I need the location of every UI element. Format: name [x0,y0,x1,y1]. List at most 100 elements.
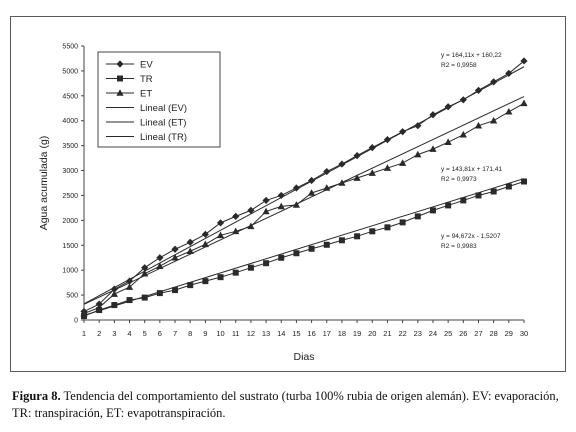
data-point-ev [383,136,392,144]
x-tick-label: 4 [127,329,131,338]
x-tick-label: 1 [82,329,86,338]
data-point-ev [490,78,498,86]
legend-marker [116,89,124,96]
x-tick-label: 20 [368,329,376,338]
data-point-et [125,283,134,290]
data-point-tr [308,245,315,252]
legend-label: Lineal (TR) [140,132,187,143]
x-axis-title: Dias [293,351,314,363]
data-point-ev [171,245,179,253]
x-tick-label: 11 [232,329,240,338]
trendline-equation: y = 164,11x + 160,22 [441,52,502,59]
y-tick-label: 500 [66,293,78,300]
data-point-ev [399,128,407,136]
data-point-tr [278,254,285,261]
data-point-tr [111,302,118,309]
data-point-ev [110,285,118,293]
data-point-et [277,202,285,210]
x-tick-label: 7 [173,329,177,338]
trendline-r2: R2 = 0,9973 [441,176,477,183]
data-point-tr [505,183,512,190]
data-point-et [216,231,225,239]
x-tick-label: 9 [203,329,207,338]
data-point-ev [232,212,240,220]
data-point-ev [125,277,134,285]
data-point-tr [460,197,467,204]
y-tick-label: 2500 [62,193,78,200]
data-point-tr [369,228,376,235]
trendline-equation: y = 94,672x - 1,5207 [441,233,501,240]
data-point-ev [368,144,376,152]
data-point-tr [263,260,270,267]
x-tick-label: 13 [262,329,270,338]
y-axis-title: Agua acumulada (g) [38,136,50,231]
data-point-et [490,116,498,124]
data-point-tr [414,213,421,220]
x-tick-label: 25 [444,329,452,338]
data-point-tr [172,287,179,294]
data-point-tr [475,192,482,199]
x-tick-label: 15 [292,329,300,338]
x-tick-label: 10 [216,329,224,338]
data-point-et [383,164,392,171]
data-point-tr [126,297,133,304]
data-point-et [444,138,452,145]
x-tick-label: 6 [158,329,162,338]
y-tick-label: 3000 [62,168,78,175]
data-point-tr [429,207,436,214]
data-point-et [80,309,88,317]
x-tick-label: 14 [277,329,285,338]
y-tick-label: 1500 [62,243,78,250]
line-chart: 0 500 1000 1500 2000 2500 3000 3500 4000 4500 5000… [38,44,528,364]
data-point-ev [186,238,194,246]
caption-text: Tendencia del comportamiento del sustrat… [12,389,559,420]
data-point-et [292,201,301,208]
x-tick-label: 27 [474,329,482,338]
x-tick-label: 21 [383,329,391,338]
series-line-ev [83,60,525,312]
data-point-et [95,303,103,311]
data-point-ev [141,264,149,272]
data-point-et [232,227,240,235]
x-tick-label: 23 [414,329,422,338]
data-point-et [171,253,179,261]
y-tick-label: 0 [74,318,78,325]
data-point-et [505,107,513,115]
data-point-et [110,290,118,297]
legend-label: ET [140,89,152,100]
data-point-et [141,269,149,277]
figure-frame: 0 500 1000 1500 2000 2500 3000 3500 4000 4500 5000… [10,16,566,372]
data-point-tr [293,250,300,257]
trendline-r2: R2 = 0,9958 [441,62,477,69]
x-tick-label: 12 [247,329,255,338]
figure-caption: Figura 8. Tendencia del comportamiento d… [12,388,568,422]
x-tick-label: 30 [520,329,528,338]
data-point-et [414,150,422,158]
data-point-tr [399,219,406,226]
data-point-tr [354,233,361,240]
data-point-ev [444,103,452,111]
trendline-r2: R2 = 0,9983 [441,243,477,250]
data-point-ev [353,152,361,160]
legend-label: TR [140,74,153,85]
trendline-2 [83,96,525,305]
data-point-tr [202,278,209,285]
x-tick-label: 17 [323,329,331,338]
data-point-ev [505,69,513,77]
x-tick-label: 2 [97,329,101,338]
x-tick-label: 28 [489,329,497,338]
x-tick-label: 26 [459,329,467,338]
data-point-tr [217,274,224,281]
data-point-et [156,262,164,269]
data-point-et [368,169,376,176]
data-point-et [474,121,483,129]
trendline-equation: y = 143,81x + 171,41 [441,166,502,173]
data-point-tr [232,269,239,276]
data-point-ev [156,254,164,262]
data-point-ev [307,176,316,185]
data-point-ev [262,196,270,205]
x-tick-label: 3 [112,329,116,338]
legend-label: Lineal (ET) [140,118,186,129]
y-tick-label: 5000 [62,68,78,75]
data-point-et [429,145,437,152]
